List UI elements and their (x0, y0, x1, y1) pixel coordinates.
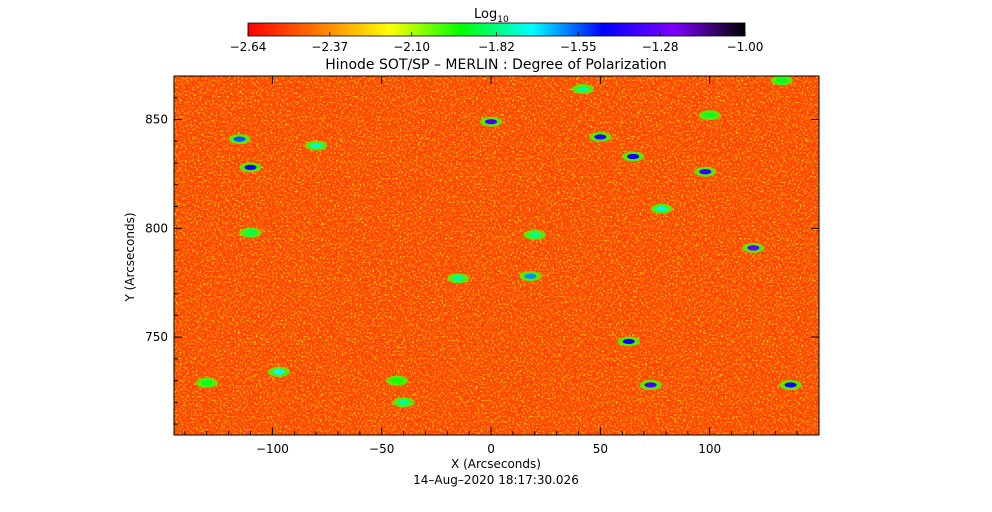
feature-core (622, 338, 635, 345)
y-axis: 750 800 850 (145, 75, 819, 425)
chart-title: Hinode SOT/SP – MERLIN : Degree of Polar… (325, 57, 667, 73)
feature-core (272, 369, 285, 375)
x-tick-label: 100 (698, 442, 721, 456)
feature-core (391, 378, 404, 384)
polarization-features (195, 76, 802, 408)
feature-core (644, 382, 657, 388)
heatmap-image (174, 76, 819, 435)
feature-core (310, 143, 323, 149)
colorbar-tick-label: −1.00 (727, 40, 764, 54)
feature-core (244, 230, 257, 236)
x-tick-label: 0 (487, 442, 495, 456)
timestamp: 14–Aug–2020 18:17:30.026 (413, 473, 579, 487)
feature-core (233, 136, 246, 142)
x-tick-label: −50 (369, 442, 394, 456)
feature-core (452, 275, 465, 281)
feature-core (655, 206, 668, 212)
x-tick-label: 50 (593, 442, 608, 456)
feature-core (244, 164, 257, 170)
feature-core (576, 86, 589, 92)
colorbar-tick-label: −2.64 (230, 40, 267, 54)
colorbar-label-subscript: 10 (497, 15, 509, 25)
feature-core (747, 245, 760, 251)
y-axis-label: Y (Arcseconds) (123, 212, 137, 302)
feature-core (524, 273, 537, 279)
feature-core (485, 119, 498, 125)
y-tick-label: 800 (145, 221, 168, 235)
feature-core (703, 112, 716, 118)
feature-core (594, 134, 607, 140)
feature-core (627, 153, 640, 160)
y-tick-label: 850 (145, 113, 168, 127)
colorbar-tick-label: −1.28 (642, 40, 679, 54)
colorbar: Log10 −2.64 −2.37 −2.10 −1.82 −1.55 −1.28 −1.0… (230, 7, 764, 54)
colorbar-ticks: −2.64 −2.37 −2.10 −1.82 −1.55 −1.28 −1.00 (230, 32, 764, 54)
colorbar-label: Log10 (474, 7, 509, 25)
colorbar-tick-label: −2.37 (311, 40, 348, 54)
plot-frame (173, 75, 820, 436)
x-axis-label: X (Arcseconds) (451, 457, 541, 471)
y-tick-label: 750 (145, 330, 168, 344)
colorbar-tick-label: −1.82 (478, 40, 515, 54)
colorbar-tick-label: −2.10 (393, 40, 430, 54)
x-axis: −100 −50 0 50 100 (184, 76, 820, 456)
feature-core (775, 77, 788, 83)
feature-core (397, 399, 410, 405)
heatmap-texture-dark (174, 76, 819, 435)
feature-core (200, 380, 213, 386)
feature-core (784, 382, 797, 388)
feature-core (528, 232, 541, 238)
feature-core (699, 169, 712, 175)
colorbar-tick-label: −1.55 (560, 40, 597, 54)
x-tick-label: −100 (256, 442, 289, 456)
